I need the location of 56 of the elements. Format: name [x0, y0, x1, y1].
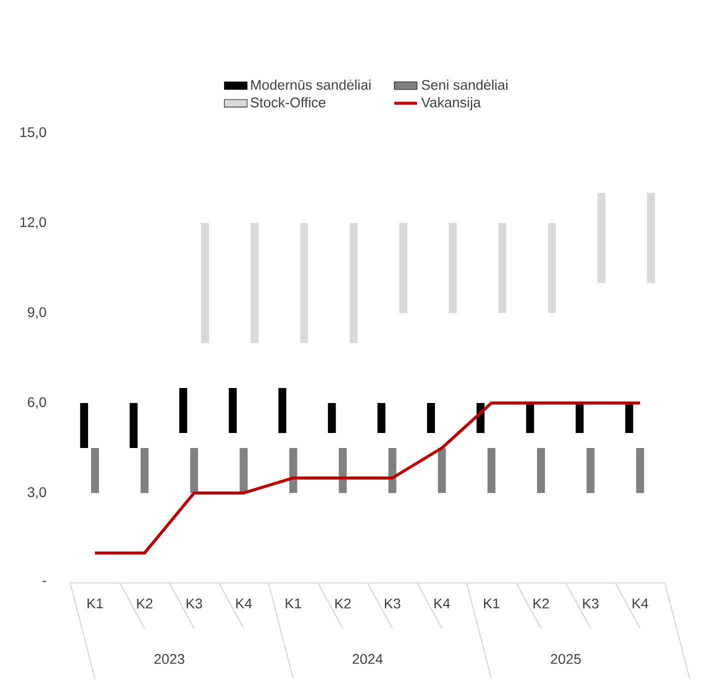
bar	[190, 448, 198, 493]
bar	[240, 448, 248, 493]
bar	[228, 388, 237, 433]
bar	[328, 402, 336, 433]
y-tick-label: -	[42, 580, 46, 582]
bar	[526, 402, 534, 433]
text: 2025	[550, 654, 581, 664]
bar	[250, 222, 259, 343]
bar	[576, 402, 584, 433]
x-tick-label: K2	[137, 598, 152, 608]
legend-label: Stock-Office	[250, 97, 326, 108]
x-tick-label: K3	[384, 598, 400, 609]
y-tick-label: 3,0	[28, 487, 46, 499]
text: 2024	[352, 654, 383, 664]
bar	[91, 448, 99, 493]
bar	[388, 448, 396, 493]
bar	[140, 448, 149, 493]
x-tick-label: K4	[434, 598, 450, 608]
x-tick-label: K1	[484, 598, 500, 608]
y-tick-label: 9,0	[28, 307, 46, 319]
legend-label: Seni sandėliai	[422, 80, 508, 90]
bar	[350, 222, 358, 343]
bar	[448, 222, 457, 313]
x-tick-label: K2	[534, 598, 549, 608]
bar	[487, 448, 496, 493]
x-tick-label: K4	[632, 598, 648, 608]
y-tick-label: 15,0	[20, 127, 46, 139]
y-tick-label: 6,0	[28, 397, 46, 409]
x-tick-label: K3	[186, 598, 202, 609]
legend-label: Vakansija	[421, 97, 481, 110]
bar	[636, 448, 644, 493]
bar	[498, 222, 506, 313]
bar	[377, 402, 386, 433]
bar	[278, 388, 286, 433]
bar	[438, 448, 446, 493]
y-tick-label: 12,0	[20, 217, 46, 229]
bar	[625, 402, 634, 433]
bar	[399, 222, 408, 313]
bar	[586, 448, 595, 493]
bar	[201, 222, 209, 343]
legend-label: Modernūs sandėliai	[251, 80, 370, 90]
x-tick-label: K3	[583, 598, 599, 609]
x-tick-label: K1	[88, 598, 103, 608]
bar	[300, 222, 308, 343]
bar	[179, 388, 188, 433]
x-tick-label: K1	[286, 598, 302, 608]
bar	[427, 402, 435, 433]
bar	[647, 192, 655, 283]
text: 2023	[154, 654, 184, 664]
bar	[80, 402, 88, 448]
x-tick-label: K2	[335, 598, 351, 608]
bar	[537, 448, 545, 493]
bar	[130, 402, 138, 448]
x-tick-label: K4	[236, 598, 252, 608]
bar	[548, 222, 556, 313]
bar	[597, 192, 606, 283]
